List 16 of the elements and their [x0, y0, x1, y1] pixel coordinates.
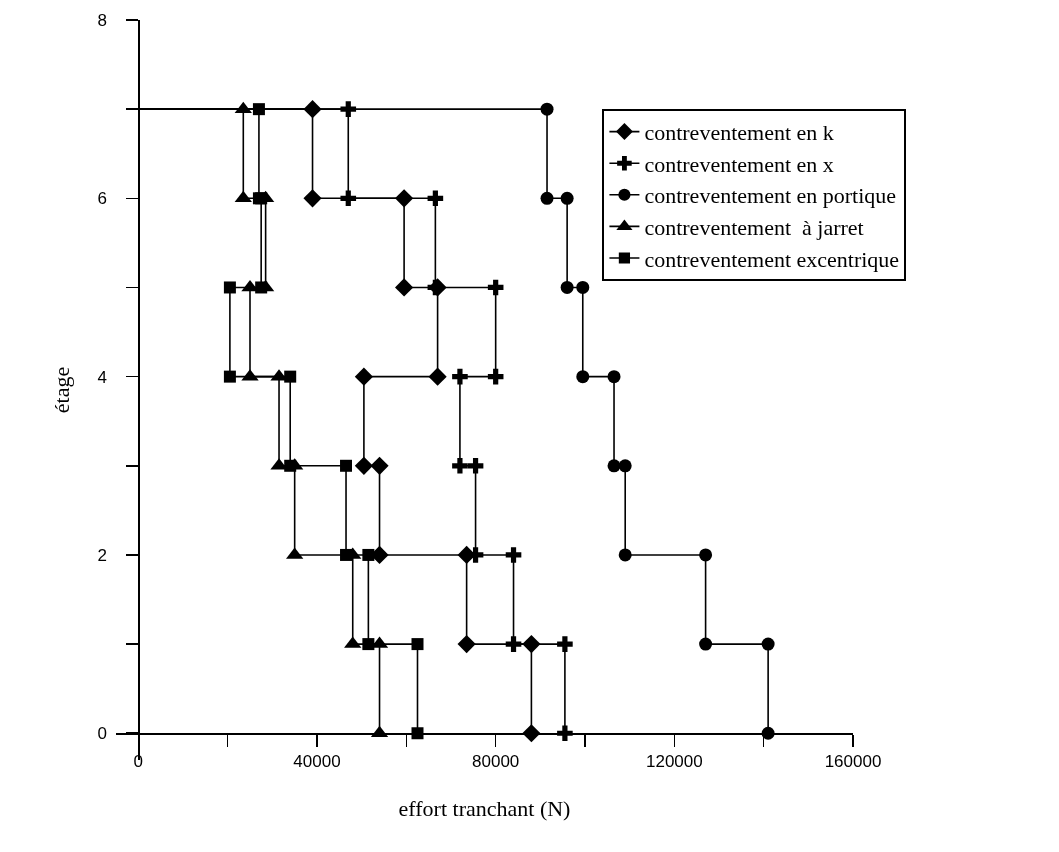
x-tick-label: 120000	[645, 752, 703, 772]
y-axis-title: étage	[48, 366, 74, 414]
x-axis-title: effort tranchant (N)	[398, 795, 571, 821]
x-tick-label: 160000	[824, 752, 882, 772]
legend-label: contreventement en portique	[644, 183, 897, 209]
x-tick-label: 40000	[293, 752, 341, 772]
legend-label: contreventement en x	[644, 151, 834, 177]
legend-label: contreventement à jarret	[644, 214, 864, 240]
y-tick-label: 8	[97, 10, 107, 30]
y-tick-label: 2	[97, 545, 107, 565]
y-tick-label: 4	[97, 367, 107, 387]
y-tick-label: 6	[97, 189, 107, 209]
y-tick-label: 0	[97, 724, 107, 744]
x-tick-label: 80000	[472, 752, 520, 772]
legend-label: contreventement excentrique	[644, 246, 900, 272]
legend-label: contreventement en k	[644, 120, 834, 146]
